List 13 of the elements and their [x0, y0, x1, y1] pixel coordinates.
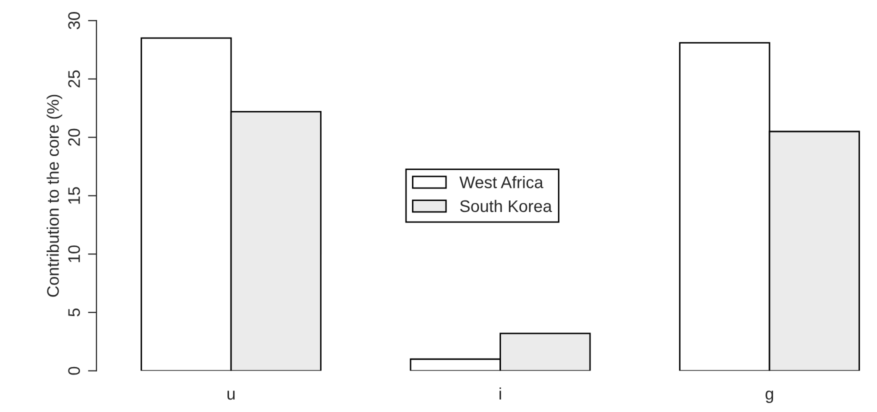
x-tick-label: i	[500, 387, 502, 400]
y-tick-label: 15	[68, 187, 80, 204]
y-tick-label: 20	[68, 128, 80, 146]
x-tick-label: u	[228, 390, 235, 400]
y-tick-label: 0	[68, 366, 80, 375]
y-tick-label: 5	[68, 308, 80, 316]
y-tick-label: 30	[68, 12, 80, 30]
y-axis-title: Contribution to the core (%)	[46, 94, 62, 297]
legend-label: South Korea	[460, 200, 552, 212]
legend-label: West Africa	[459, 176, 544, 188]
y-tick-label: 25	[68, 70, 80, 88]
x-tick-label: g	[766, 390, 774, 404]
y-tick-label: 10	[68, 245, 80, 262]
